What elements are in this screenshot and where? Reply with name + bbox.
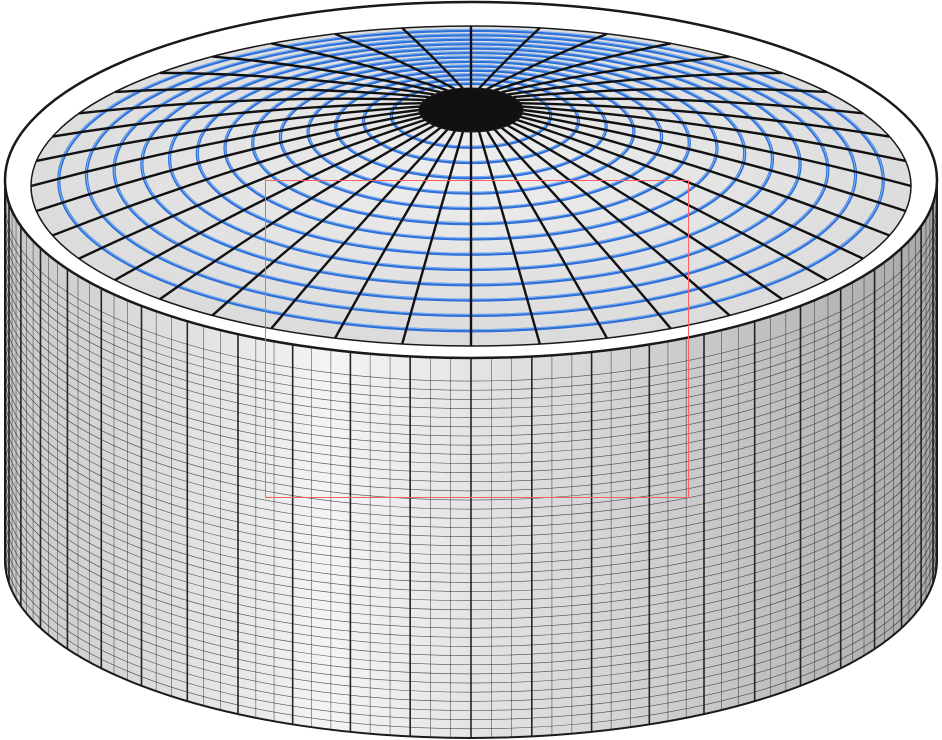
roof-rib-line <box>507 124 783 301</box>
roof-rib-line <box>52 115 422 237</box>
roof-rib-line <box>159 71 435 96</box>
roof-rib-line <box>114 87 430 99</box>
roof-rib-line <box>507 71 783 96</box>
roof-rib-line <box>517 97 864 115</box>
roof-rib-line <box>270 128 449 330</box>
roof-rib-line <box>211 126 442 317</box>
roof-rib-line <box>522 105 906 163</box>
roof-rib-line <box>401 27 464 90</box>
roof-rib-line <box>30 108 420 188</box>
wall-outline <box>4 180 938 739</box>
roof-rib-line <box>477 131 541 345</box>
roof-rib-line <box>516 118 864 260</box>
roof-rib-line <box>333 130 456 339</box>
wall-verticals <box>5 187 937 738</box>
roof-rib-line <box>271 42 448 92</box>
roof-rib-line <box>478 27 541 90</box>
roof-rim-outline <box>3 0 939 360</box>
roof-rib-line <box>78 97 425 115</box>
roof-rib-line <box>212 55 441 94</box>
roof-rib-line <box>78 118 426 260</box>
roof-rib-line <box>494 42 671 92</box>
roof-rib-line <box>401 131 465 345</box>
roof-rib-line <box>512 87 828 99</box>
roof-rib-line <box>52 102 422 138</box>
roof-rib-line <box>36 105 420 163</box>
roof-rib-line <box>522 112 906 213</box>
roof-rib-line <box>486 130 609 339</box>
roof-rib-line <box>114 121 430 282</box>
roof-rib-line <box>501 55 730 94</box>
roof-rib-line <box>500 126 731 317</box>
roof-rib-line <box>334 32 456 91</box>
roof-rib-line <box>512 121 828 282</box>
roof-rib-line <box>493 128 672 330</box>
roof-rib-line <box>522 108 912 188</box>
selection-rectangle[interactable] <box>265 180 689 498</box>
roof-rib-line <box>520 115 890 237</box>
roof-rib-line <box>36 112 420 213</box>
roof-rib-line <box>520 102 890 138</box>
roof-rib-line <box>159 124 435 301</box>
roof-hub[interactable] <box>418 87 524 133</box>
roof-ribs <box>30 26 912 346</box>
roof-rib-line <box>486 32 608 91</box>
